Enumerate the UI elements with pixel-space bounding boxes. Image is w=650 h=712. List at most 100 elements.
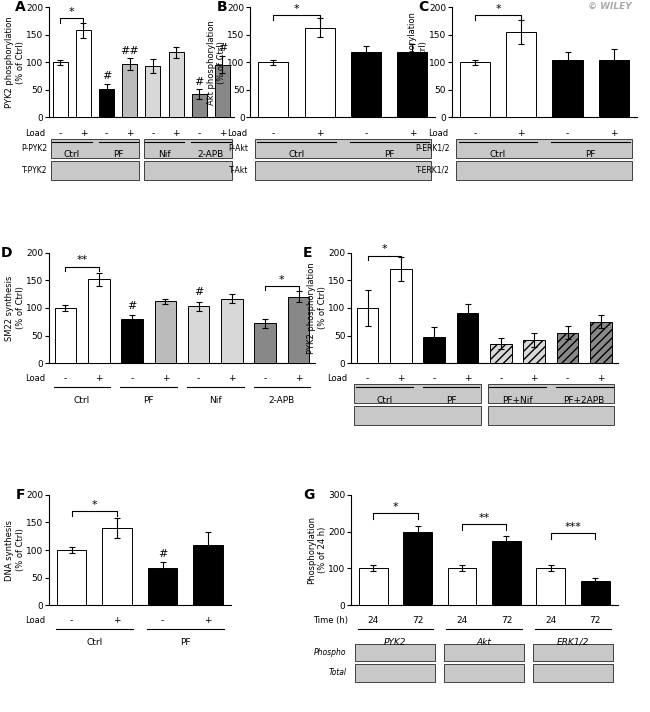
Text: F: F [16, 488, 25, 502]
Bar [99, 89, 114, 117]
Bar [533, 644, 613, 661]
Bar [88, 279, 110, 363]
Text: Total: Total [328, 669, 346, 677]
Text: *: * [294, 4, 300, 14]
Text: P-PYK2: P-PYK2 [21, 144, 47, 153]
Text: +: + [95, 375, 103, 383]
Text: Ctrl: Ctrl [490, 150, 506, 159]
Text: 24: 24 [456, 617, 467, 625]
Text: *: * [382, 244, 387, 254]
Text: +: + [172, 129, 180, 137]
Text: -: - [566, 375, 569, 383]
Text: P-ERK1/2: P-ERK1/2 [415, 144, 449, 153]
Text: PF: PF [144, 396, 154, 405]
Text: Load: Load [328, 375, 348, 383]
Text: +: + [80, 129, 87, 137]
Text: #: # [218, 43, 227, 53]
Text: #: # [194, 77, 204, 87]
Text: -: - [131, 375, 134, 383]
Bar [445, 644, 524, 661]
Text: 2-APB: 2-APB [269, 396, 295, 405]
Bar [121, 319, 143, 363]
Text: Ctrl: Ctrl [86, 638, 103, 647]
Bar [57, 550, 86, 605]
Text: B: B [217, 1, 228, 14]
Text: PF: PF [384, 150, 395, 159]
Bar [168, 53, 184, 117]
Text: Nif: Nif [209, 396, 222, 405]
Text: T-Akt: T-Akt [229, 166, 248, 174]
Bar [492, 541, 521, 605]
Text: Load: Load [25, 617, 46, 625]
Text: *: * [69, 7, 75, 17]
Text: *: * [279, 275, 285, 285]
Text: D: D [1, 246, 12, 260]
Text: +: + [316, 129, 324, 137]
Text: Load: Load [428, 129, 448, 137]
Text: -: - [264, 375, 267, 383]
Text: ***: *** [565, 523, 582, 533]
Text: #: # [194, 288, 203, 298]
Text: Phospho: Phospho [314, 648, 346, 657]
Bar [403, 532, 432, 605]
Y-axis label: DNA synthesis
(% of Ctrl): DNA synthesis (% of Ctrl) [5, 520, 25, 580]
Text: PF: PF [446, 396, 456, 405]
Text: +: + [113, 617, 121, 625]
Text: 24: 24 [368, 617, 379, 625]
Bar [448, 568, 476, 605]
Text: 72: 72 [500, 617, 512, 625]
Bar [215, 65, 230, 117]
Bar [258, 62, 289, 117]
Bar [51, 139, 139, 158]
Y-axis label: ERK1/2 phosphorylation
(% of Ctrl): ERK1/2 phosphorylation (% of Ctrl) [408, 12, 428, 112]
Text: Nif: Nif [158, 150, 171, 159]
Text: Load: Load [25, 375, 46, 383]
Text: PF+2APB: PF+2APB [564, 396, 604, 405]
Bar [51, 161, 139, 179]
Text: -: - [566, 129, 569, 137]
Text: *: * [393, 502, 398, 512]
Bar [552, 60, 582, 117]
Bar [423, 337, 445, 363]
Text: Ctrl: Ctrl [64, 150, 80, 159]
Y-axis label: SM22 synthesis
(% of Ctrl): SM22 synthesis (% of Ctrl) [5, 276, 25, 340]
Text: Ctrl: Ctrl [289, 150, 305, 159]
Bar [556, 333, 578, 363]
Text: **: ** [77, 256, 88, 266]
Text: Ctrl: Ctrl [74, 396, 90, 405]
Bar [193, 545, 223, 605]
Text: ##: ## [120, 46, 139, 56]
Text: -: - [151, 129, 155, 137]
Bar [221, 298, 243, 363]
Bar [359, 568, 387, 605]
Bar [53, 62, 68, 117]
Text: 2-APB: 2-APB [198, 150, 224, 159]
Text: #: # [102, 71, 111, 81]
Text: 24: 24 [545, 617, 556, 625]
Text: E: E [303, 246, 313, 260]
Bar [488, 384, 614, 403]
Text: +: + [218, 129, 226, 137]
Bar [254, 323, 276, 363]
Text: 72: 72 [412, 617, 423, 625]
Text: #: # [158, 550, 167, 560]
Text: +: + [228, 375, 236, 383]
Bar [533, 664, 613, 681]
Text: -: - [365, 129, 368, 137]
Bar [357, 308, 378, 363]
Bar [255, 161, 431, 179]
Bar [356, 644, 436, 661]
Text: +: + [397, 375, 405, 383]
Text: PF: PF [586, 150, 596, 159]
Text: A: A [16, 1, 26, 14]
Text: +: + [610, 129, 617, 137]
Text: -: - [70, 617, 73, 625]
Text: +: + [409, 129, 416, 137]
Bar [351, 53, 381, 117]
Bar [255, 139, 431, 158]
Bar [581, 581, 610, 605]
Text: Akt: Akt [477, 638, 491, 647]
Text: Load: Load [25, 129, 46, 137]
Bar [356, 664, 436, 681]
Text: +: + [295, 375, 302, 383]
